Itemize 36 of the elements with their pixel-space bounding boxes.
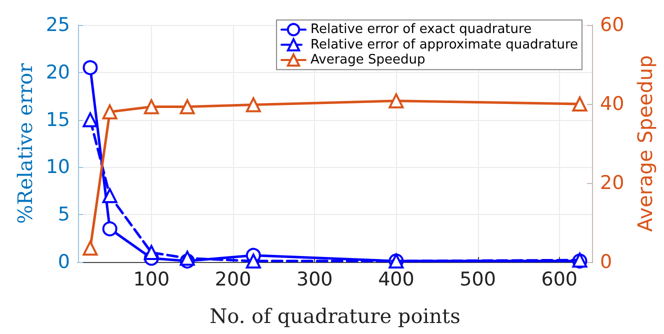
point (144, 245, 159, 260)
point (102, 104, 118, 120)
x-tick-label: 600 (541, 268, 578, 290)
y-tick-label: 25 (46, 14, 70, 36)
x-tick-label: 400 (378, 268, 414, 290)
point (144, 99, 159, 114)
legend-label: Relative error of exact quadrature (310, 22, 532, 38)
y-axis-title: %Relative error (12, 62, 37, 224)
point (388, 93, 404, 108)
x-tick-label: 200 (214, 268, 252, 290)
point (102, 221, 118, 236)
point (102, 188, 118, 204)
y2-tick-label: 20 (600, 172, 624, 194)
point (82, 112, 98, 128)
y2-tick-label: 0 (600, 251, 612, 273)
y-tick-label: 10 (46, 156, 70, 178)
y-tick-label: 20 (46, 61, 70, 84)
y-tick-label: 0 (58, 251, 70, 273)
y2-axis-title: Average Speedup (633, 55, 658, 232)
legend-label: Relative error of approximate quadrature (310, 37, 578, 52)
point (572, 96, 588, 112)
point (246, 254, 261, 269)
x-axis-title: No. of quadrature points (210, 304, 460, 328)
x-tick-label: 500 (460, 268, 496, 290)
point (82, 60, 98, 76)
point (246, 97, 261, 112)
point (82, 240, 98, 256)
y2-tick-label: 40 (600, 93, 624, 115)
y-tick-label: 5 (58, 204, 70, 226)
y2-tick-label: 60 (600, 14, 624, 36)
x-tick-label: 300 (296, 268, 333, 290)
x-tick-label: 100 (133, 268, 170, 290)
point (180, 250, 195, 266)
y-tick-label: 15 (46, 108, 70, 131)
legend-label: Average Speedup (310, 52, 426, 68)
point (180, 99, 195, 114)
